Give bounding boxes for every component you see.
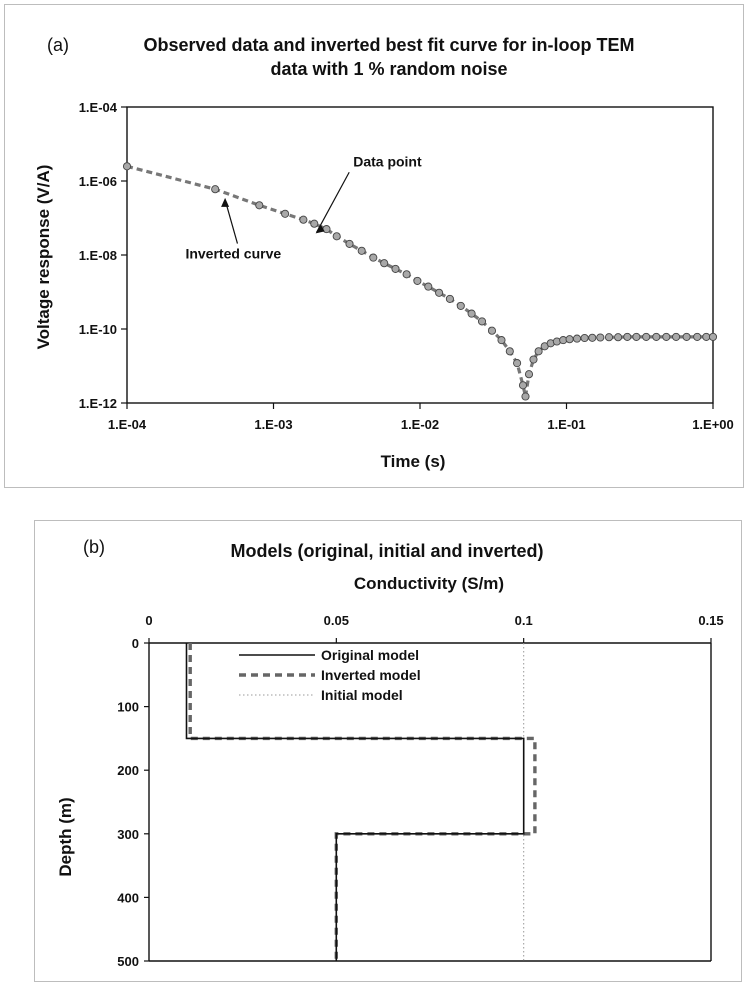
chart-a-data-point bbox=[497, 336, 506, 345]
chart-a-y-tick-label: 1.E-04 bbox=[79, 100, 118, 115]
chart-b-y-tick-label: 300 bbox=[117, 827, 139, 842]
legend-background bbox=[231, 645, 437, 711]
chart-a-data-point bbox=[332, 232, 341, 241]
chart-a-data-point bbox=[672, 332, 681, 341]
chart-b-series-solid bbox=[185, 643, 525, 961]
chart-a-y-axis-label: Voltage response (V/A) bbox=[34, 165, 53, 350]
chart-a-data-point bbox=[505, 347, 514, 356]
chart-a-data-point bbox=[580, 333, 589, 343]
chart-a-data-point bbox=[299, 215, 308, 224]
chart-a-x-tick-label: 1.E+00 bbox=[692, 417, 734, 432]
chart-a-data-point bbox=[310, 219, 319, 228]
chart-a-data-point bbox=[682, 332, 691, 341]
chart-a-data-point bbox=[424, 282, 433, 291]
chart-b-y-tick-label: 200 bbox=[117, 763, 139, 778]
chart-a-data-point bbox=[623, 332, 632, 341]
chart-a-y-tick-label: 1.E-06 bbox=[79, 174, 117, 189]
chart-a-data-point bbox=[521, 392, 530, 401]
chart-b-y-axis-label: Depth (m) bbox=[56, 797, 75, 876]
panel-a-decay-curve: (a) Observed data and inverted best fit … bbox=[4, 4, 744, 488]
chart-b-y-tick-label: 0 bbox=[132, 636, 139, 651]
chart-a-data-point bbox=[122, 162, 132, 171]
chart-b-svg: (b) Models (original, initial and invert… bbox=[56, 537, 724, 969]
chart-b-x-tick-label: 0 bbox=[145, 613, 152, 628]
chart-a-data-point bbox=[487, 326, 497, 335]
annotation-inverted-curve-arrowhead bbox=[221, 197, 230, 207]
annotation-data-point-arrow bbox=[316, 171, 350, 233]
chart-a-title-line-1: Observed data and inverted best fit curv… bbox=[143, 35, 634, 55]
chart-a-data-point bbox=[588, 333, 597, 342]
chart-a-data-point bbox=[467, 309, 476, 318]
chart-b-y-tick-label: 400 bbox=[117, 890, 139, 905]
chart-a-data-point bbox=[662, 332, 671, 341]
chart-b-legend: Original model Inverted model Initial mode… bbox=[231, 645, 437, 711]
chart-a-y-tick-label: 1.E-08 bbox=[79, 248, 117, 263]
chart-a-x-tick-label: 1.E-04 bbox=[108, 417, 147, 432]
chart-a-data-point bbox=[702, 332, 711, 341]
chart-a-data-point bbox=[477, 317, 487, 326]
chart-a-data-point bbox=[614, 333, 623, 342]
chart-a-data-point bbox=[435, 288, 444, 297]
panel-b-conductivity-models: (b) Models (original, initial and invert… bbox=[34, 520, 742, 982]
chart-a-data-point bbox=[345, 239, 354, 248]
chart-a-x-tick-label: 1.E-01 bbox=[547, 417, 585, 432]
annotation-inverted-curve-arrow bbox=[224, 199, 239, 244]
chart-a-data-point bbox=[524, 370, 534, 379]
chart-a-data-point bbox=[534, 347, 543, 356]
chart-a-data-point bbox=[380, 259, 389, 268]
annotation-data-point-arrowhead bbox=[315, 224, 325, 234]
chart-a-x-axis-label: Time (s) bbox=[381, 452, 446, 471]
chart-a-data-point bbox=[445, 294, 454, 303]
chart-a-data-point bbox=[652, 332, 661, 341]
chart-a-data-point bbox=[513, 359, 522, 368]
chart-b-y-tick-label: 100 bbox=[117, 700, 139, 715]
chart-a-data-point bbox=[596, 333, 605, 342]
chart-a-data-point bbox=[211, 185, 220, 194]
chart-a-svg: (a) Observed data and inverted best fit … bbox=[34, 35, 734, 471]
chart-a-data-point bbox=[642, 332, 651, 341]
chart-a-data-point bbox=[357, 246, 366, 255]
chart-a-data-point bbox=[604, 333, 614, 342]
chart-a-data-point bbox=[529, 355, 538, 364]
chart-b-x-tick-label: 0.05 bbox=[324, 613, 349, 628]
chart-a-data-point bbox=[708, 332, 718, 341]
chart-a-data-point bbox=[402, 270, 411, 279]
chart-b-x-tick-label: 0.15 bbox=[698, 613, 723, 628]
chart-a-data-point bbox=[632, 332, 641, 341]
chart-a-x-tick-label: 1.E-02 bbox=[401, 417, 439, 432]
annotation-data-point-label: Data point bbox=[353, 153, 422, 169]
chart-a-data-point bbox=[693, 332, 702, 341]
chart-a-data-point bbox=[255, 201, 264, 210]
chart-a-data-point bbox=[369, 253, 378, 262]
chart-b-x-tick-label: 0.1 bbox=[515, 613, 533, 628]
chart-a-panel-label: (a) bbox=[47, 35, 69, 55]
chart-a-data-point bbox=[281, 209, 290, 218]
chart-a-y-tick-label: 1.E-12 bbox=[79, 396, 117, 411]
chart-b-y-tick-label: 500 bbox=[117, 954, 139, 969]
chart-a-data-point bbox=[391, 264, 400, 273]
chart-a-data-point bbox=[322, 225, 331, 234]
annotation-inverted-curve-label: Inverted curve bbox=[185, 246, 281, 262]
chart-a-data-point bbox=[518, 381, 528, 390]
chart-b-x-axis-label: Conductivity (S/m) bbox=[354, 574, 504, 593]
chart-b-panel-label: (b) bbox=[83, 537, 105, 557]
chart-a-y-tick-label: 1.E-10 bbox=[79, 322, 117, 337]
chart-a-data-point bbox=[572, 334, 582, 343]
chart-a-data-point bbox=[456, 301, 465, 310]
chart-a-title-line-2: data with 1 % random noise bbox=[270, 59, 507, 79]
legend-label: Inverted model bbox=[321, 667, 421, 683]
chart-b-title: Models (original, initial and inverted) bbox=[230, 541, 543, 561]
chart-a-x-tick-label: 1.E-03 bbox=[254, 417, 292, 432]
chart-a-data-point bbox=[413, 276, 422, 285]
legend-label: Original model bbox=[321, 647, 419, 663]
chart-a-data-point bbox=[565, 335, 574, 344]
legend-label: Initial model bbox=[321, 687, 403, 703]
